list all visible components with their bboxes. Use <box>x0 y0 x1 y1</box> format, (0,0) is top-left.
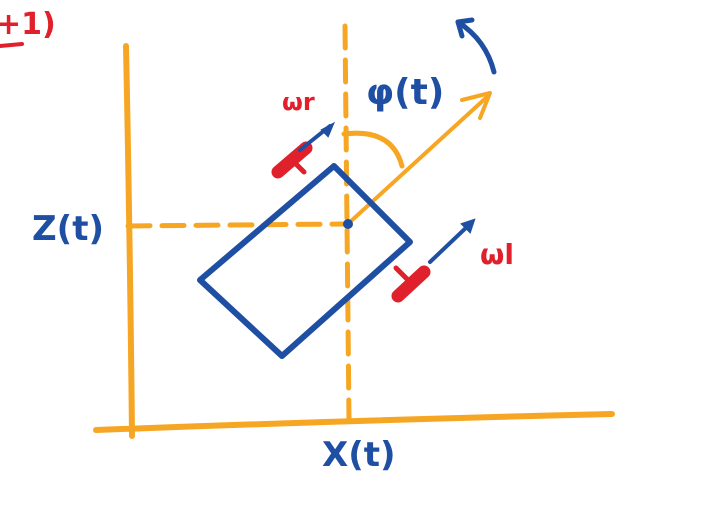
robot-center-point <box>343 219 353 229</box>
projection-lines <box>125 23 352 423</box>
wheel-right-label: ωr <box>282 88 315 116</box>
wheel-left-tire <box>391 265 431 303</box>
rotation-arrow <box>455 17 497 75</box>
wheel-left-velocity-arrow <box>428 222 472 264</box>
z-axis-label: Z(t) <box>32 209 104 249</box>
x-axis <box>93 411 615 433</box>
rotation-arrow-arc <box>455 19 497 75</box>
wheel-right-velocity-arrowhead <box>320 121 336 138</box>
wheel-left-label: ωl <box>480 238 514 271</box>
z-axis <box>123 43 135 439</box>
x-axis-label: X(t) <box>322 435 396 475</box>
wheel-left-velocity-arrowhead <box>460 218 476 234</box>
x-projection-line <box>342 23 352 423</box>
phi-angle-arc <box>341 130 405 169</box>
phi-label: φ(t) <box>366 72 444 113</box>
axes <box>93 43 615 439</box>
wheel-left-axle <box>393 265 411 283</box>
robot-body <box>197 163 413 359</box>
wheel-right-axle <box>289 157 307 175</box>
corner-fragment-text: +1) <box>0 7 56 42</box>
rotation-arrow-head <box>455 17 475 39</box>
wheel-right <box>271 121 336 179</box>
z-projection-line <box>125 221 347 229</box>
corner-fragment-underline <box>0 42 24 48</box>
wheel-left <box>391 218 476 303</box>
heading-arrow-head <box>460 91 492 120</box>
